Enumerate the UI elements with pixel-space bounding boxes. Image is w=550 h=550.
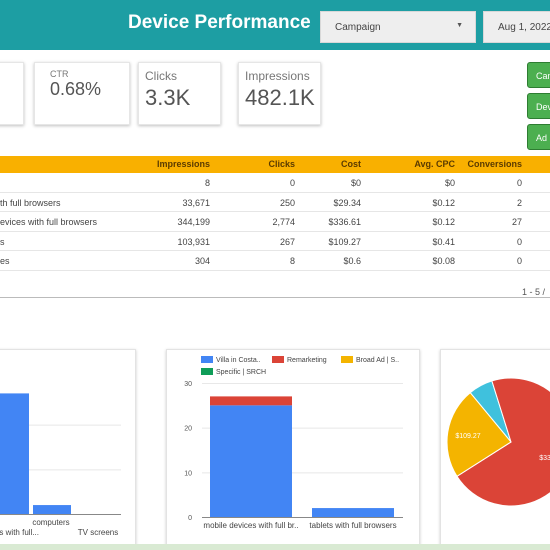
legend-label: Remarketing xyxy=(287,357,327,364)
scorecard-impressions: Impressions 482.1K xyxy=(238,62,321,125)
bar-chart-conversions: es with full...computers TV screens xyxy=(0,393,121,537)
legend-label: Broad Ad | S.. xyxy=(356,357,399,364)
cell-impressions: 344,199 xyxy=(177,217,210,228)
column-header-avg-cpc[interactable]: Avg. CPC xyxy=(414,159,455,169)
cell-impressions: 33,671 xyxy=(182,197,210,208)
cell-cost: $0 xyxy=(350,178,361,188)
cell-impressions: 8 xyxy=(204,178,210,188)
cell-impressions: 103,931 xyxy=(177,236,210,247)
bar-segment xyxy=(210,396,292,406)
cell-clicks: 250 xyxy=(279,197,295,208)
legend-swatch xyxy=(201,368,213,375)
legend-swatch xyxy=(341,356,353,363)
cell-device: th full browsers xyxy=(0,197,61,208)
cell-avg-cpc: $0.12 xyxy=(432,197,455,208)
x-tick-label: TV screens xyxy=(78,528,118,537)
pie-slice xyxy=(456,377,550,507)
header-bar: Device Performance Campaign ▼ Aug 1, 202… xyxy=(0,0,550,50)
scorecard-value: 482.1K xyxy=(245,85,315,110)
y-tick-label: 30 xyxy=(184,381,192,388)
table-row[interactable]: 8 0 $0 $0 0 xyxy=(0,173,550,193)
cell-cost: $29.34 xyxy=(333,197,361,208)
cell-conversions: 0 xyxy=(516,236,522,247)
bar-segment xyxy=(312,508,394,517)
cell-avg-cpc: $0.12 xyxy=(432,217,455,228)
x-tick-label: tablets with full browsers xyxy=(309,521,396,530)
scorecard-cut xyxy=(0,62,24,125)
x-tick-label: es with full... xyxy=(0,528,39,537)
campaign-dropdown[interactable]: Campaign ▼ xyxy=(320,11,476,43)
cell-cost: $0.6 xyxy=(343,256,361,267)
scorecard-label: CTR xyxy=(50,69,69,79)
y-tick-label: 20 xyxy=(184,426,192,433)
legend-swatch xyxy=(272,356,284,363)
cell-cost: $336.61 xyxy=(328,217,361,228)
legend-label: Villa in Costa.. xyxy=(216,357,261,364)
table-footer-divider xyxy=(0,297,550,298)
cell-avg-cpc: $0.41 xyxy=(432,236,455,247)
cell-impressions: 304 xyxy=(194,256,210,267)
scorecard-label: Impressions xyxy=(245,69,310,83)
bottom-strip xyxy=(0,544,550,550)
cell-conversions: 2 xyxy=(516,197,522,208)
x-tick-label: mobile devices with full br.. xyxy=(203,521,298,530)
cell-clicks: 2,774 xyxy=(272,217,295,228)
bar-segment xyxy=(210,405,292,517)
bar xyxy=(33,505,71,514)
cell-avg-cpc: $0 xyxy=(444,178,455,188)
pie-slice xyxy=(446,391,512,477)
pie-chart-panel: $336.61 $109.27 xyxy=(440,349,550,547)
cell-clicks: 267 xyxy=(279,236,295,247)
dropdown-arrow-icon: ▼ xyxy=(456,22,463,29)
cell-avg-cpc: $0.08 xyxy=(432,256,455,267)
cell-cost: $109.27 xyxy=(328,236,361,247)
date-range-label: Aug 1, 2022 - xyxy=(498,22,550,33)
conversions-by-device-chart-panel: es with full...computers TV screens xyxy=(0,349,136,547)
table-row[interactable]: th full browsers 33,671 250 $29.34 $0.12… xyxy=(0,193,550,213)
y-tick-label: 0 xyxy=(188,515,192,522)
pie-data-label: $336.61 xyxy=(539,455,550,462)
cost-pie-chart: $336.61 $109.27 xyxy=(446,377,550,507)
table-row[interactable]: evices with full browsers 344,199 2,774 … xyxy=(0,212,550,232)
page-title: Device Performance xyxy=(128,12,311,33)
cell-clicks: 0 xyxy=(289,178,295,188)
column-header-conversions[interactable]: Conversions xyxy=(467,159,522,169)
campaign-button[interactable]: Campaign xyxy=(527,62,550,88)
cell-conversions: 27 xyxy=(511,217,522,228)
column-header-cost[interactable]: Cost xyxy=(341,159,361,169)
column-header-clicks[interactable]: Clicks xyxy=(268,159,295,169)
table-header: Impressions Clicks Cost Avg. CPC Convers… xyxy=(0,156,550,173)
scorecard-value: 0.68% xyxy=(50,79,102,99)
scorecard-ctr: CTR 0.68% xyxy=(34,62,130,125)
campaign-dropdown-label: Campaign xyxy=(335,22,381,33)
cell-device: s xyxy=(0,236,5,247)
ad-button[interactable]: Ad xyxy=(527,124,550,150)
device-table: Impressions Clicks Cost Avg. CPC Convers… xyxy=(0,156,550,271)
stacked-bar-chart-panel: Villa in Costa.. Remarketing Broad Ad | S.… xyxy=(166,349,420,547)
device-button[interactable]: Device xyxy=(527,93,550,119)
pagination-label[interactable]: 1 - 5 / xyxy=(522,287,546,297)
legend-label: Specific | SRCH xyxy=(216,369,266,376)
legend-swatch xyxy=(201,356,213,363)
stacked-bar-chart: Villa in Costa.. Remarketing Broad Ad | S.… xyxy=(184,356,403,530)
cell-clicks: 8 xyxy=(289,256,295,267)
date-range-dropdown[interactable]: Aug 1, 2022 - xyxy=(483,11,550,43)
cell-device: evices with full browsers xyxy=(0,217,98,228)
cell-conversions: 0 xyxy=(516,256,522,267)
x-tick-label: computers xyxy=(32,518,69,527)
scorecard-clicks: Clicks 3.3K xyxy=(138,62,221,125)
cell-device: es xyxy=(0,256,10,267)
scorecard-label: Clicks xyxy=(145,69,177,83)
y-tick-label: 10 xyxy=(184,470,192,477)
bar xyxy=(0,393,29,514)
cell-conversions: 0 xyxy=(516,178,522,188)
column-header-impressions[interactable]: Impressions xyxy=(156,159,210,169)
pie-data-label: $109.27 xyxy=(455,433,480,440)
scorecard-value: 3.3K xyxy=(145,85,191,110)
table-row[interactable]: es 304 8 $0.6 $0.08 0 xyxy=(0,251,550,271)
table-row[interactable]: s 103,931 267 $109.27 $0.41 0 xyxy=(0,232,550,252)
